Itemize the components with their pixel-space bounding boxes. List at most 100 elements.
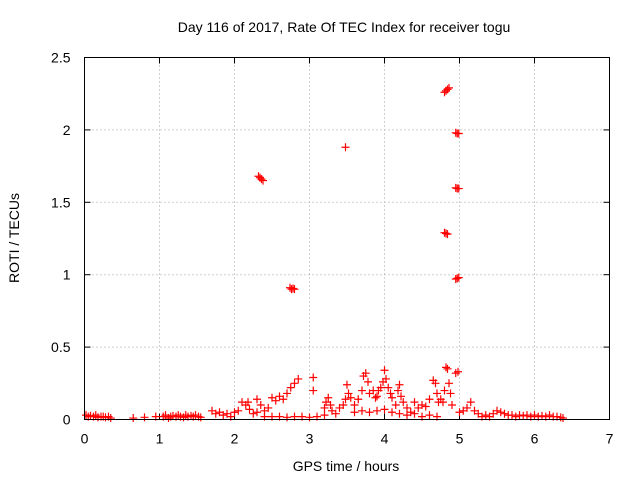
x-tick-label: 1 — [156, 431, 164, 447]
data-point — [373, 392, 381, 401]
data-point — [439, 398, 447, 407]
data-point — [455, 408, 464, 417]
grid-lines — [84, 57, 610, 420]
data-point — [454, 367, 462, 376]
data-point — [322, 398, 330, 407]
data-point — [481, 411, 490, 420]
data-point — [264, 403, 273, 412]
y-tick-labels: 0 0.5 1 1.5 2 2.5 — [51, 50, 71, 428]
chart-title: Day 116 of 2017, Rate Of TEC Index for r… — [178, 19, 511, 35]
data-point — [234, 406, 243, 415]
data-point — [515, 411, 524, 420]
data-point — [294, 374, 303, 383]
x-tick-label: 4 — [381, 431, 389, 447]
plot-frame — [84, 57, 610, 420]
data-point — [410, 409, 419, 418]
data-point — [466, 398, 475, 407]
data-point — [523, 411, 531, 420]
data-point — [394, 386, 402, 395]
data-point — [343, 380, 351, 389]
data-point — [519, 411, 528, 420]
data-point — [446, 389, 455, 398]
data-point — [358, 406, 366, 415]
data-point — [283, 413, 291, 422]
y-tick-label: 2 — [63, 122, 71, 138]
data-point — [421, 402, 430, 411]
data-point — [365, 408, 374, 417]
data-point — [244, 398, 252, 407]
y-tick-label: 2.5 — [51, 50, 71, 66]
data-point — [454, 129, 463, 138]
data-point — [388, 408, 396, 417]
data-point — [530, 411, 539, 420]
data-point — [410, 398, 419, 407]
y-tick-label: 1 — [63, 267, 71, 283]
data-point — [425, 395, 434, 404]
data-point — [326, 401, 335, 410]
data-point — [253, 395, 261, 404]
data-point — [380, 366, 389, 375]
data-point — [106, 414, 115, 423]
data-point — [249, 409, 258, 418]
data-point — [454, 273, 463, 282]
data-point — [397, 392, 405, 401]
data-point — [440, 386, 449, 395]
x-tick-label: 0 — [81, 431, 89, 447]
data-point — [324, 393, 333, 402]
data-point — [443, 230, 452, 239]
data-point — [271, 396, 280, 405]
data-point — [380, 405, 389, 414]
data-point — [344, 389, 353, 398]
data-point — [448, 401, 456, 410]
y-axis-label: ROTI / TECUs — [6, 193, 22, 283]
data-point — [320, 403, 329, 412]
y-tick-label: 0.5 — [51, 339, 71, 355]
data-point — [538, 411, 546, 420]
data-point — [399, 398, 408, 407]
data-point — [245, 405, 254, 414]
data-point — [286, 383, 295, 392]
data-point — [283, 389, 291, 398]
data-point — [376, 383, 385, 392]
data-point — [309, 386, 318, 395]
data-point — [279, 395, 288, 404]
x-tick-label: 5 — [456, 431, 464, 447]
data-point — [508, 411, 516, 420]
data-point — [361, 369, 370, 378]
data-point — [219, 411, 228, 420]
data-point — [320, 411, 329, 420]
data-point — [403, 403, 411, 412]
data-point — [350, 401, 359, 410]
y-tick-label: 0 — [63, 412, 71, 428]
data-point — [371, 393, 380, 402]
data-point — [259, 176, 267, 185]
data-point — [290, 379, 299, 388]
data-point — [388, 393, 396, 402]
data-point — [354, 395, 363, 404]
axis-ticks — [84, 57, 610, 420]
data-point — [443, 364, 452, 373]
data-point — [256, 401, 265, 410]
data-point — [496, 408, 505, 417]
x-tick-label: 2 — [231, 431, 239, 447]
y-tick-label: 1.5 — [51, 194, 71, 210]
x-tick-label: 7 — [606, 431, 614, 447]
data-point — [384, 383, 393, 392]
data-point — [545, 411, 554, 420]
data-point — [257, 175, 266, 184]
data-point — [425, 411, 434, 420]
data-point — [386, 389, 395, 398]
data-points — [82, 83, 567, 423]
data-point — [140, 413, 149, 422]
data-point — [559, 414, 567, 423]
data-point — [445, 379, 453, 388]
x-tick-labels: 0 1 2 3 4 5 6 7 — [81, 431, 614, 447]
data-point — [305, 413, 314, 422]
data-point — [445, 83, 453, 92]
data-point — [442, 363, 450, 372]
data-point — [443, 85, 452, 94]
data-point — [289, 284, 297, 293]
data-point — [230, 408, 239, 417]
data-point — [253, 408, 261, 417]
data-point — [373, 406, 381, 415]
